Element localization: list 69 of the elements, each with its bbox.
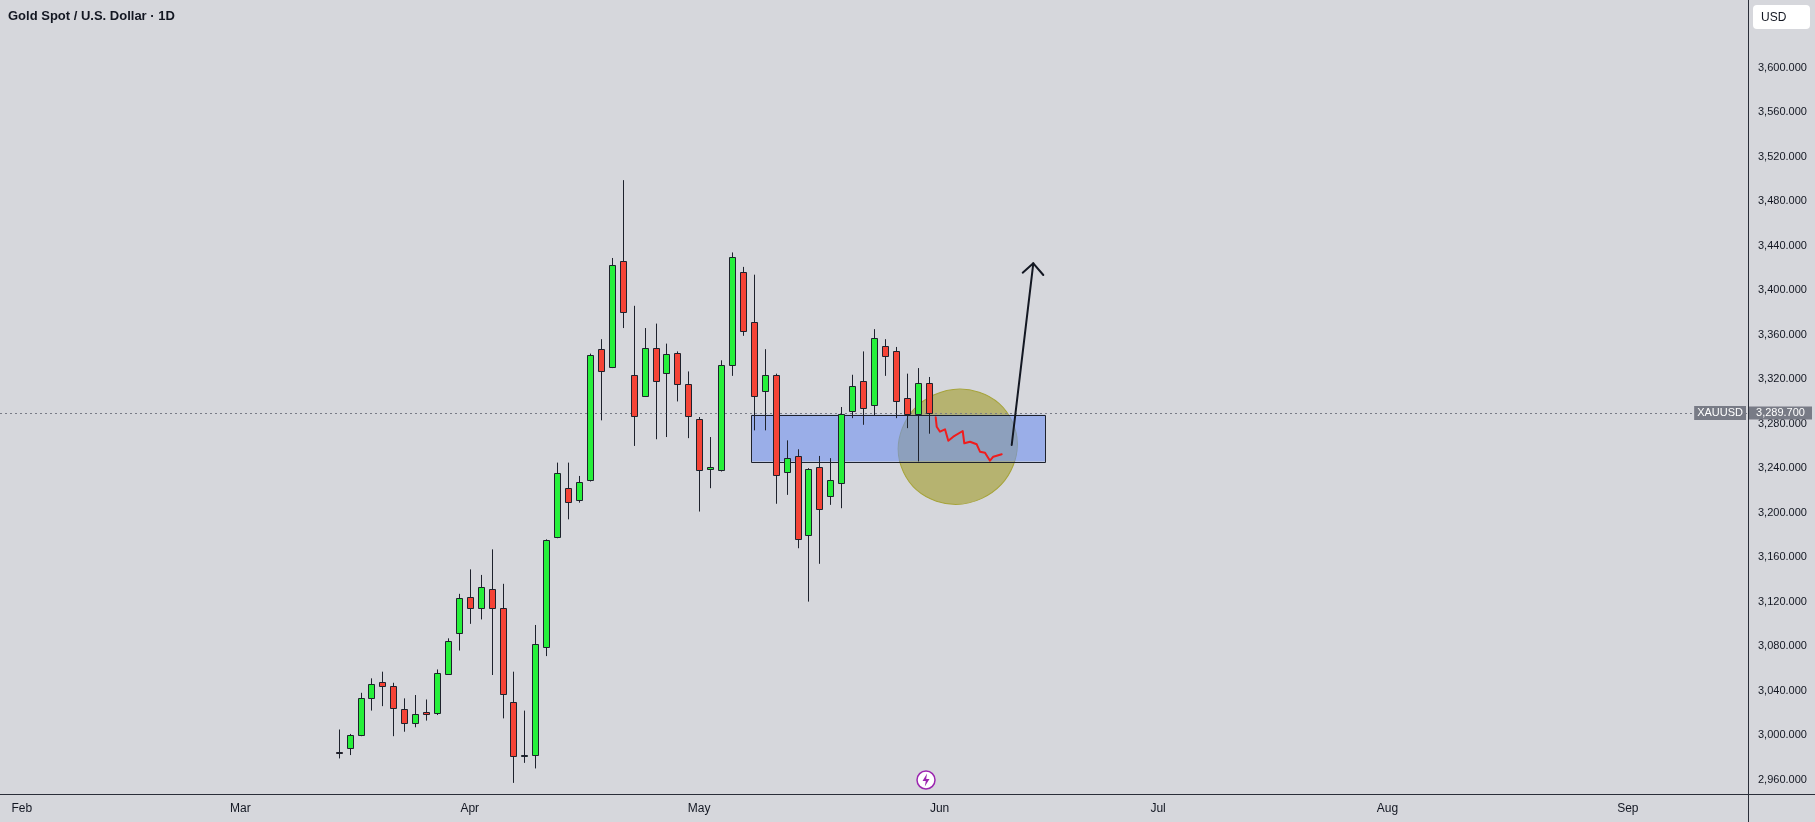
y-tick-label: 3,440.000 [1758, 238, 1807, 251]
x-tick-label: Feb [11, 800, 33, 815]
y-tick-label: 3,520.000 [1758, 149, 1807, 162]
candlestick [521, 710, 528, 764]
text: 3,289.700 [1756, 406, 1805, 419]
y-tick-label: 2,960.000 [1758, 772, 1807, 785]
candlestick [445, 637, 452, 676]
y-tick-label: 3,560.000 [1758, 105, 1807, 118]
candlestick [368, 677, 375, 712]
candlestick [379, 671, 386, 707]
candlestick [489, 548, 496, 676]
candlestick [674, 350, 681, 402]
x-tick-label: Aug [1376, 800, 1399, 815]
candlestick [510, 671, 517, 784]
y-tick-label: 3,400.000 [1758, 283, 1807, 296]
x-tick-label: Jun [929, 800, 950, 815]
text: Gold Spot / U.S. Dollar · 1D [8, 7, 175, 23]
candlestick [882, 338, 889, 377]
y-tick-label: 3,040.000 [1758, 683, 1807, 696]
candlestick [423, 698, 430, 722]
candlestick [729, 251, 736, 377]
candlestick [707, 436, 714, 489]
candlestick [543, 538, 550, 657]
x-tick-label: Jul [1150, 800, 1166, 815]
y-tick-label: 3,240.000 [1758, 461, 1807, 474]
candlestick [620, 179, 627, 329]
candlestick [576, 475, 583, 504]
x-tick-label: Mar [230, 800, 251, 815]
ref-line-label: XAUUSD [1697, 406, 1744, 419]
y-tick-label: 3,480.000 [1758, 194, 1807, 207]
candlestick [642, 327, 649, 398]
candlestick [467, 568, 474, 625]
candlestick [390, 682, 397, 737]
candlestick [609, 257, 616, 369]
candlestick [587, 353, 594, 483]
candlestick [347, 733, 354, 756]
candlestick [456, 593, 463, 652]
y-tick-label: 3,360.000 [1758, 327, 1807, 340]
candlestick [598, 338, 605, 421]
candlestick [805, 467, 812, 603]
y-tick-label: 3,120.000 [1758, 594, 1807, 607]
candlestick [532, 624, 539, 769]
y-tick-label: 3,280.000 [1758, 416, 1807, 429]
candlestick [336, 729, 343, 759]
x-tick-label: Sep [1617, 800, 1639, 815]
candlestick [434, 668, 441, 716]
candlestick [478, 574, 485, 620]
y-axis-title: USD [1761, 9, 1787, 24]
candlestick [554, 462, 561, 539]
y-tick-label: 3,000.000 [1758, 728, 1807, 741]
y-tick-label: 3,320.000 [1758, 372, 1807, 385]
candlestick [685, 370, 692, 439]
candlestick [631, 305, 638, 447]
y-tick-label: 3,200.000 [1758, 505, 1807, 518]
candlestick [663, 343, 670, 438]
candlestick [565, 462, 572, 520]
y-tick-label: 3,080.000 [1758, 639, 1807, 652]
candlestick [740, 266, 747, 337]
candlestick [500, 583, 507, 719]
candlestick [412, 694, 419, 728]
candlestick [401, 697, 408, 733]
candlestick [696, 416, 703, 513]
x-tick-label: Apr [460, 800, 480, 815]
candlestick [653, 323, 660, 440]
candlestick [718, 359, 725, 473]
x-tick-label: May [687, 800, 711, 815]
y-tick-label: 3,160.000 [1758, 550, 1807, 563]
y-tick-label: 3,600.000 [1758, 60, 1807, 73]
candlestick [358, 692, 365, 737]
